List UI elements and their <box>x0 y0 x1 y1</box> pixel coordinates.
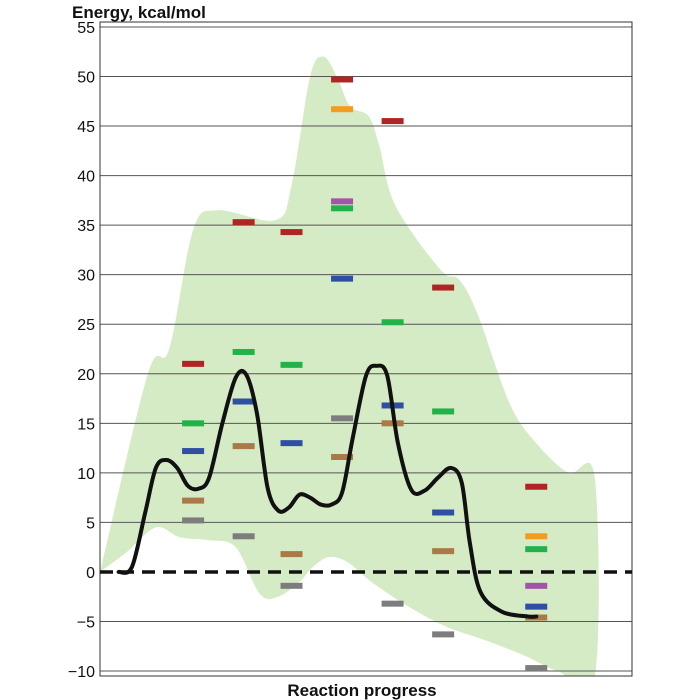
energy-level-marker-gray <box>525 665 548 672</box>
energy-level-marker-magenta <box>525 582 548 589</box>
energy-level-marker-blue <box>182 448 205 455</box>
y-tick-label: 0 <box>86 565 95 582</box>
y-tick-label: 35 <box>77 218 95 235</box>
y-tick-label: 30 <box>77 268 95 285</box>
y-tick-label: 50 <box>77 70 95 87</box>
energy-level-marker-red <box>182 360 205 367</box>
energy-range-band <box>100 56 599 676</box>
energy-level-marker-gray <box>381 600 404 607</box>
energy-level-marker-magenta <box>331 198 354 205</box>
energy-level-marker-orange <box>331 106 354 113</box>
y-tick-label: 15 <box>77 416 95 433</box>
plot-frame <box>99 21 633 677</box>
energy-level-marker-red <box>525 483 548 490</box>
energy-level-marker-green <box>525 546 548 553</box>
y-tick-label: 5 <box>86 515 95 532</box>
energy-level-marker-blue <box>280 440 303 447</box>
y-tick-label: 10 <box>77 466 95 483</box>
energy-profile-line <box>116 363 539 619</box>
energy-level-marker-gray <box>232 533 255 540</box>
energy-level-marker-blue <box>525 603 548 610</box>
energy-level-marker-red <box>232 219 255 226</box>
energy-level-marker-brown <box>331 454 354 461</box>
energy-level-marker-gray <box>182 517 205 524</box>
energy-level-marker-red <box>432 284 455 291</box>
energy-level-marker-green <box>331 205 354 212</box>
energy-level-marker-red <box>381 118 404 125</box>
energy-level-marker-gray <box>280 582 303 589</box>
energy-level-marker-gray <box>432 631 455 638</box>
energy-level-marker-blue <box>232 398 255 405</box>
energy-level-marker-brown <box>182 497 205 504</box>
energy-level-marker-orange <box>525 533 548 540</box>
y-tick-label: 40 <box>77 169 95 186</box>
energy-level-marker-green <box>182 420 205 427</box>
energy-level-marker-red <box>331 76 354 83</box>
y-tick-label: −5 <box>77 615 95 632</box>
energy-level-marker-blue <box>432 509 455 516</box>
y-tick-label: −10 <box>68 664 95 681</box>
y-tick-label: 45 <box>77 119 95 136</box>
energy-level-marker-blue <box>331 275 354 282</box>
energy-level-marker-brown <box>280 551 303 558</box>
energy-level-marker-brown <box>432 548 455 555</box>
y-tick-label: 25 <box>77 317 95 334</box>
energy-level-marker-brown <box>232 443 255 450</box>
energy-level-marker-green <box>280 361 303 368</box>
chart-title: Energy, kcal/mol <box>72 3 206 22</box>
x-axis-label: Reaction progress <box>287 681 436 700</box>
energy-level-marker-brown <box>381 420 404 427</box>
y-tick-label: 20 <box>77 367 95 384</box>
energy-level-marker-green <box>381 319 404 326</box>
energy-level-marker-green <box>432 408 455 415</box>
y-tick-label: 55 <box>77 20 95 37</box>
energy-level-marker-green <box>232 348 255 355</box>
energy-level-marker-red <box>280 229 303 236</box>
energy-level-marker-gray <box>331 415 354 422</box>
